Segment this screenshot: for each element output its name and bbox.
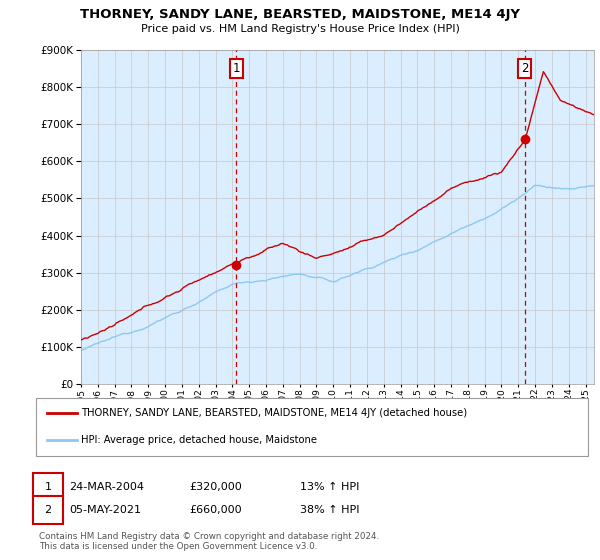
Text: THORNEY, SANDY LANE, BEARSTED, MAIDSTONE, ME14 4JY (detached house): THORNEY, SANDY LANE, BEARSTED, MAIDSTONE… [81,408,467,418]
Text: 1: 1 [232,62,240,75]
Text: Contains HM Land Registry data © Crown copyright and database right 2024.
This d: Contains HM Land Registry data © Crown c… [39,532,379,552]
Text: Price paid vs. HM Land Registry's House Price Index (HPI): Price paid vs. HM Land Registry's House … [140,24,460,34]
Text: 2: 2 [44,505,52,515]
Text: 38% ↑ HPI: 38% ↑ HPI [300,505,359,515]
Text: HPI: Average price, detached house, Maidstone: HPI: Average price, detached house, Maid… [81,435,317,445]
Text: 13% ↑ HPI: 13% ↑ HPI [300,482,359,492]
Text: £320,000: £320,000 [189,482,242,492]
Text: THORNEY, SANDY LANE, BEARSTED, MAIDSTONE, ME14 4JY: THORNEY, SANDY LANE, BEARSTED, MAIDSTONE… [80,8,520,21]
Text: 2: 2 [521,62,528,75]
Text: £660,000: £660,000 [189,505,242,515]
Text: 05-MAY-2021: 05-MAY-2021 [69,505,141,515]
Text: 1: 1 [44,482,52,492]
Text: 24-MAR-2004: 24-MAR-2004 [69,482,144,492]
